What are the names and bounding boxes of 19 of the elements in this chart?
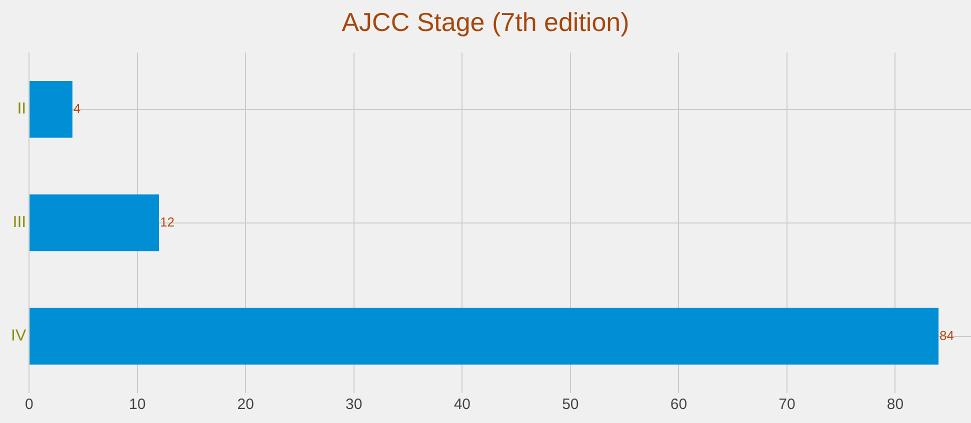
x-tick-label: 70 [778,396,796,414]
x-tick-label: 20 [237,396,254,414]
x-tick-label: 10 [129,396,146,414]
y-tick-label: IV [10,328,26,345]
data-label: 4 [73,100,81,116]
data-label: 12 [160,214,174,230]
bar [30,308,939,365]
y-tick-label: II [17,100,26,118]
y-tick-label: III [12,214,26,232]
x-tick-label: 50 [562,396,579,414]
x-tick-label: 60 [670,396,688,414]
x-tick-label: 40 [454,396,471,414]
bar [30,80,72,138]
bar [30,194,160,252]
data-label: 84 [940,328,954,343]
x-tick-label: 80 [886,396,904,414]
x-tick-label: 0 [24,396,34,414]
chart-title: AJCC Stage (7th edition) [340,6,630,39]
x-tick-label: 30 [346,396,362,414]
